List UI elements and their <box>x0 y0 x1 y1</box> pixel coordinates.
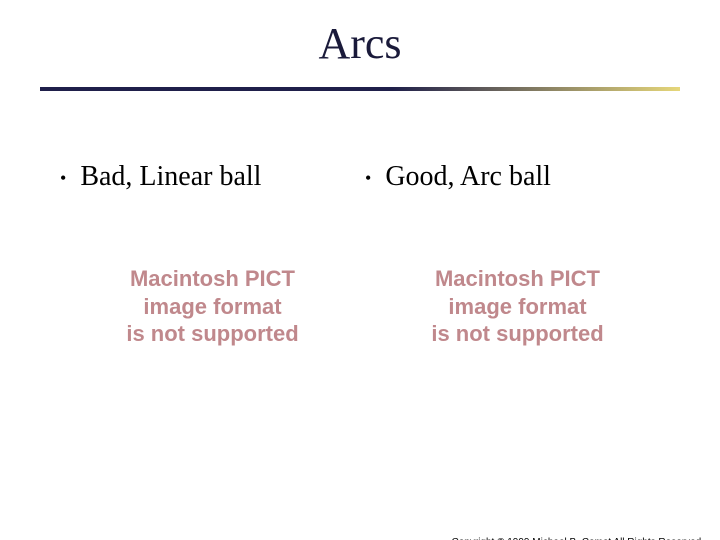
right-image-placeholder: Macintosh PICT image format is not suppo… <box>365 265 670 348</box>
left-image-placeholder: Macintosh PICT image format is not suppo… <box>60 265 365 348</box>
right-bullet: • Good, Arc ball <box>365 161 670 195</box>
pict-line: image format <box>365 293 670 321</box>
left-bullet: • Bad, Linear ball <box>60 161 365 195</box>
slide-container: Arcs • Bad, Linear ball Macintosh PICT i… <box>0 18 720 540</box>
left-column: • Bad, Linear ball Macintosh PICT image … <box>60 161 365 348</box>
pict-line: Macintosh PICT <box>365 265 670 293</box>
bullet-dot-icon: • <box>60 161 66 195</box>
pict-line: is not supported <box>60 320 365 348</box>
pict-line: Macintosh PICT <box>60 265 365 293</box>
pict-line: is not supported <box>365 320 670 348</box>
columns: • Bad, Linear ball Macintosh PICT image … <box>0 161 720 348</box>
left-bullet-text: Bad, Linear ball <box>80 161 261 193</box>
pict-line: image format <box>60 293 365 321</box>
title-divider <box>40 87 680 91</box>
right-column: • Good, Arc ball Macintosh PICT image fo… <box>365 161 670 348</box>
right-bullet-text: Good, Arc ball <box>385 161 551 193</box>
slide-title: Arcs <box>0 18 720 69</box>
bullet-dot-icon: • <box>365 161 371 195</box>
